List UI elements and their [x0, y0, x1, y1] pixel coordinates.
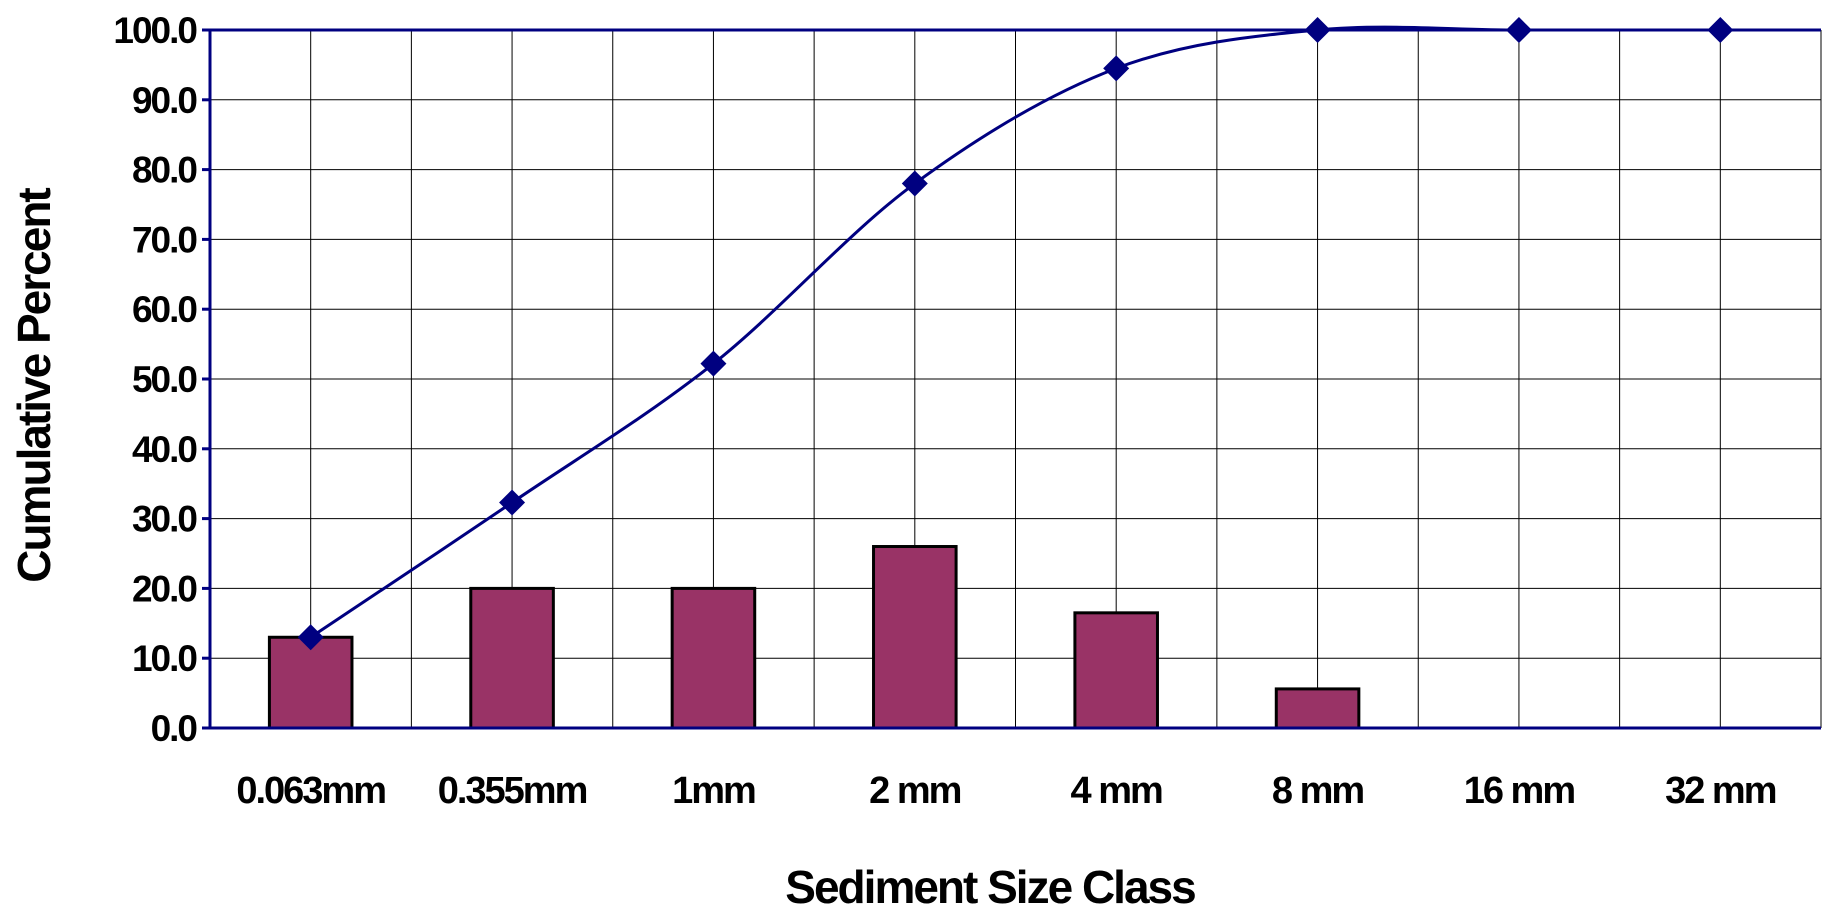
y-tick-label: 40.0	[132, 429, 197, 470]
line-point-marker	[499, 489, 526, 516]
x-tick-label: 0.355mm	[438, 770, 587, 812]
line-point-marker	[1707, 17, 1734, 43]
line-point-marker	[297, 624, 324, 651]
bar-series	[267, 545, 1361, 730]
bar	[267, 635, 354, 730]
x-tick-label: 16 mm	[1464, 770, 1575, 812]
bar	[1073, 611, 1159, 730]
x-tick-label: 2 mm	[869, 770, 960, 812]
y-axis-title: Cumulative Percent	[8, 188, 60, 583]
x-tick-label: 4 mm	[1071, 770, 1162, 812]
y-tick-label: 10.0	[132, 638, 197, 679]
x-tick-labels: 0.063mm 0.355mm 1mm 2 mm 4 mm 8 mm 16 mm 32 mm	[236, 770, 1777, 812]
y-tick-label: 20.0	[132, 568, 197, 609]
x-tick-label: 32 mm	[1665, 770, 1776, 812]
y-tick-label: 0.0	[151, 708, 198, 749]
x-tick-label: 8 mm	[1272, 770, 1363, 812]
bar	[872, 545, 958, 730]
cumulative-line-series	[297, 17, 1734, 651]
line-point-marker	[1304, 17, 1331, 43]
line-point-marker	[901, 170, 928, 197]
x-tick-label: 1mm	[672, 770, 755, 812]
line-point-marker	[1505, 17, 1532, 43]
bar	[1274, 687, 1361, 730]
y-tick-label: 80.0	[132, 150, 197, 191]
y-tick-label: 90.0	[132, 80, 197, 121]
y-tick-label: 70.0	[132, 219, 197, 260]
gridlines	[209, 29, 1822, 729]
bar	[670, 586, 757, 730]
line-point-marker	[1103, 55, 1130, 82]
y-tick-labels: 0.0 10.0 20.0 30.0 40.0 50.0 60.0 70.0 80.0 90.0 1…	[113, 10, 199, 749]
y-tick-label: 30.0	[132, 499, 197, 540]
x-tick-label: 0.063mm	[236, 770, 385, 812]
y-tick-label: 50.0	[132, 359, 197, 400]
bar	[469, 586, 555, 730]
y-tick-label: 60.0	[132, 289, 197, 330]
x-axis-title: Sediment Size Class	[785, 861, 1195, 911]
cumulative-line	[309, 25, 1721, 639]
y-tick-label: 100.0	[113, 10, 197, 51]
line-point-marker	[700, 350, 727, 377]
